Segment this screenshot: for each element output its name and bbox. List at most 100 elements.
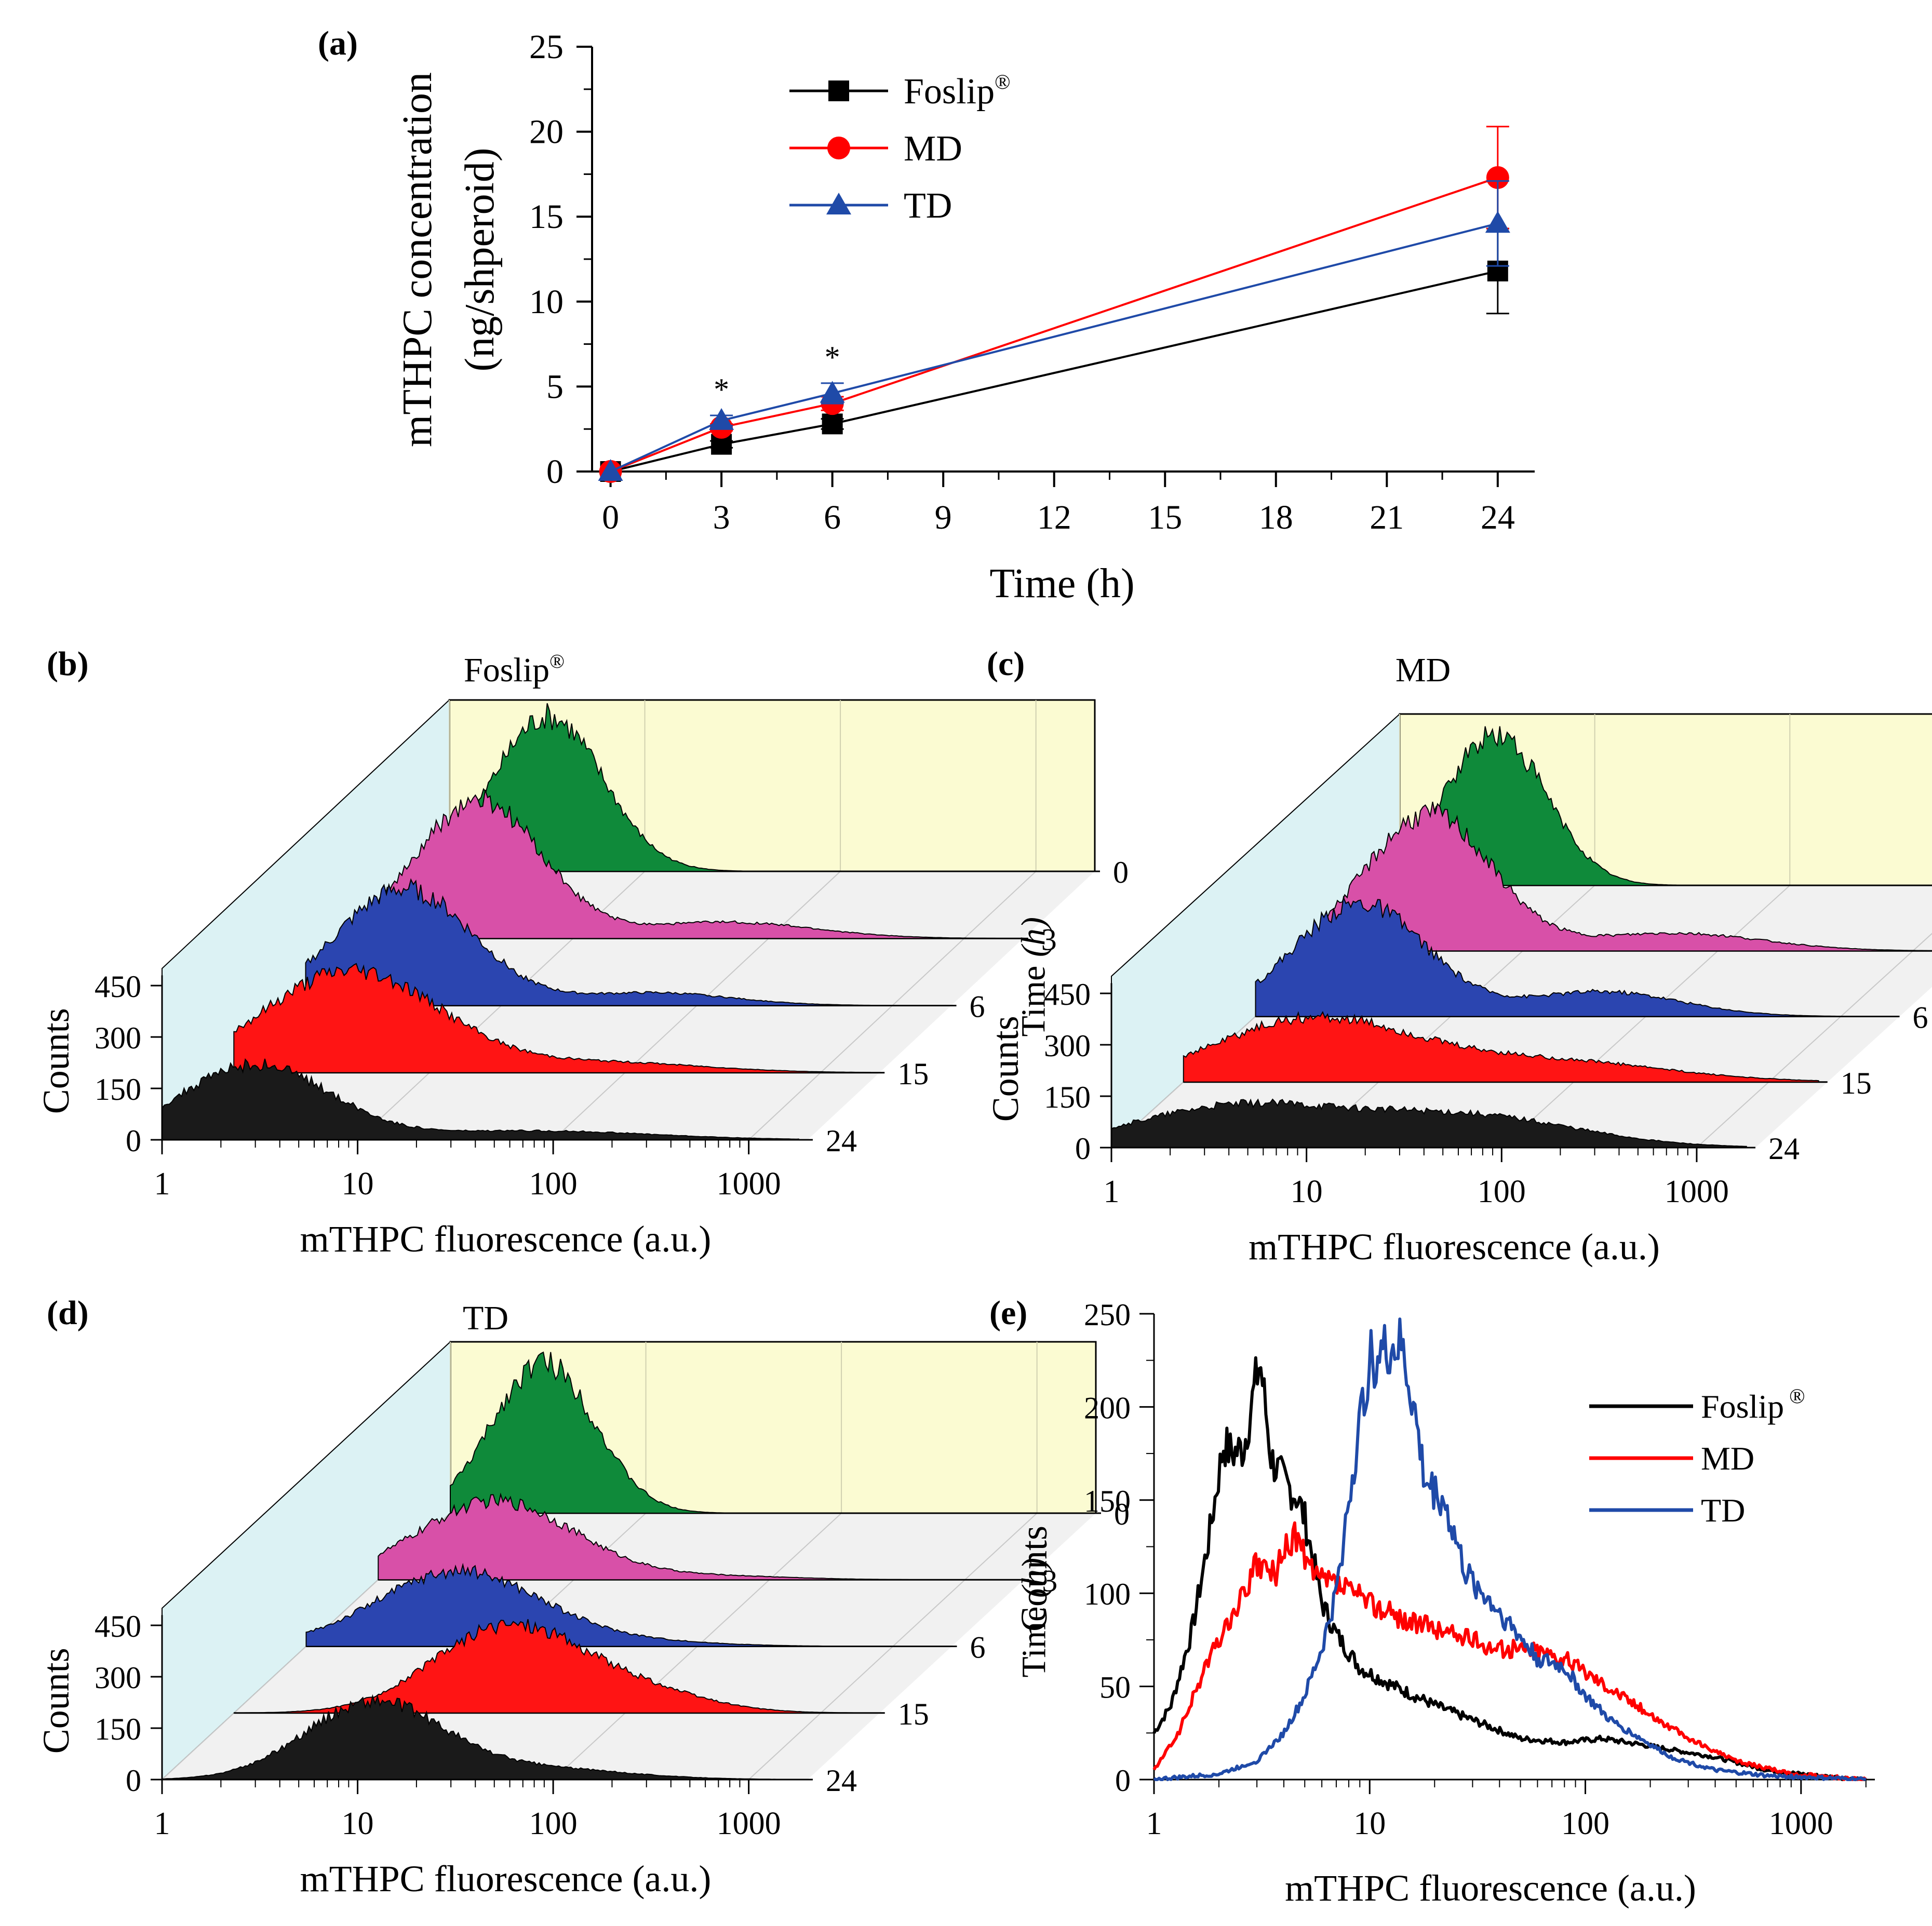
histogram-3h — [1327, 801, 1932, 952]
a-legend-label-MD: MD — [904, 129, 962, 169]
y-tick-label: 300 — [95, 1021, 141, 1055]
e-legend-label-Foslip: Foslip ® — [1701, 1384, 1805, 1425]
e-legend-sup: ® — [1789, 1384, 1805, 1408]
a-legend-marker-TD — [826, 193, 851, 214]
z-tick-label: 24 — [1768, 1132, 1800, 1166]
a-point-TD — [820, 381, 845, 403]
x-tick-label: 10 — [1291, 1174, 1323, 1209]
panel-a-label: (a) — [318, 24, 358, 62]
a-point-TD — [598, 459, 623, 481]
z-axis-unit: (h) — [1015, 917, 1053, 957]
e-x-tick-label: 1000 — [1769, 1806, 1833, 1841]
x-tick-label: 1 — [154, 1166, 170, 1202]
panel-a-chart: 0 3 6 9 12 15 18 21 24 0 5 10 15 20 25 Foslip® MD TD * * — [529, 28, 1535, 536]
panel-c-title: MD — [1396, 651, 1451, 689]
x-tick-label: 10 — [342, 1166, 374, 1202]
histogram-3h — [378, 1492, 1015, 1581]
z-axis-label: Time (h) — [1015, 1558, 1053, 1677]
a-x-tick-label: 12 — [1037, 499, 1071, 536]
x-tick-label: 100 — [529, 1806, 578, 1841]
histogram-24h — [162, 1058, 799, 1140]
z-tick-label: 3 — [1042, 1564, 1057, 1598]
a-x-tick-label: 24 — [1481, 499, 1515, 536]
y-tick-label: 150 — [1044, 1080, 1091, 1114]
a-legend-label-TD: TD — [904, 186, 952, 226]
a-x-tick-label: 6 — [824, 499, 841, 536]
a-x-tick-label: 15 — [1148, 499, 1182, 536]
a-annotation-star: * — [714, 372, 729, 407]
y-tick-label: 450 — [95, 1609, 141, 1644]
x-axis-label: mTHPC fluorescence (a.u.) — [300, 1218, 712, 1260]
z-tick-label: 24 — [826, 1763, 857, 1798]
a-series-line-MD — [610, 177, 1498, 473]
e-y-tick-label: 50 — [1099, 1671, 1131, 1705]
z-tick-label: 6 — [970, 990, 985, 1024]
e-x-tick-label: 1 — [1146, 1806, 1162, 1841]
z-tick-label: 15 — [897, 1057, 929, 1091]
histogram-24h — [162, 1694, 799, 1780]
panel-c-label: (c) — [987, 645, 1025, 683]
y-tick-label: 150 — [95, 1072, 141, 1107]
a-point-TD — [709, 408, 734, 430]
a-y-tick-label: 10 — [529, 283, 564, 321]
a-y-tick-label: 15 — [529, 198, 564, 236]
panel-b-title: Foslip® — [464, 651, 565, 689]
e-y-tick-label: 0 — [1115, 1763, 1131, 1798]
x-tick-label: 100 — [529, 1166, 578, 1202]
z-axis-unit: (h) — [1015, 1558, 1053, 1598]
e-y-tick-label: 250 — [1084, 1298, 1131, 1332]
x-tick-label: 10 — [342, 1806, 374, 1841]
e-legend-label-MD: MD — [1701, 1440, 1754, 1477]
e-x-tick-label: 100 — [1561, 1806, 1609, 1841]
a-point-TD — [1485, 211, 1510, 233]
z-tick-label: 0 — [1114, 1497, 1130, 1531]
a-y-tick-label: 25 — [529, 28, 564, 66]
e-y-tick-label: 100 — [1084, 1577, 1131, 1611]
panel-e-xlabel: mTHPC fluorescence (a.u.) — [1285, 1867, 1696, 1909]
z-tick-label: 15 — [1841, 1066, 1872, 1100]
y-tick-label: 300 — [95, 1661, 141, 1695]
panel-b-label: (b) — [47, 645, 89, 683]
x-tick-label: 1000 — [717, 1166, 781, 1202]
y-tick-label: 150 — [95, 1712, 141, 1746]
panel-c-chart: 0 3 6 15 24 1 10 100 1000 0 150 300 450 Counts mTHPC f… — [985, 712, 1932, 1268]
histogram-0h — [449, 703, 1086, 872]
a-x-tick-label: 21 — [1370, 499, 1404, 536]
y-axis-label: Counts — [35, 1008, 77, 1114]
z-tick-label: 0 — [1113, 855, 1129, 890]
x-axis-label: mTHPC fluorescence (a.u.) — [1249, 1226, 1660, 1268]
y-tick-label: 450 — [95, 969, 141, 1004]
y-axis-label: Counts — [35, 1648, 77, 1754]
panel-e-chart: 1 10 100 1000 0 50 100 150 200 250 Foslip ® MD TD — [1084, 1298, 1875, 1841]
z-axis-label: Time (h) — [1015, 917, 1053, 1036]
x-tick-label: 100 — [1478, 1174, 1526, 1209]
x-axis-label: mTHPC fluorescence (a.u.) — [300, 1858, 712, 1900]
histogram-0h — [450, 1351, 1087, 1514]
histogram-3h — [377, 789, 1015, 939]
y-axis-label: Counts — [985, 1016, 1026, 1122]
z-tick-label: 3 — [1041, 922, 1057, 957]
histogram-0h — [1399, 726, 1932, 886]
z-tick-label: 6 — [1913, 1001, 1928, 1035]
e-series-line-TD — [1153, 1317, 1867, 1781]
a-x-tick-label: 0 — [602, 499, 619, 536]
a-x-tick-label: 18 — [1259, 499, 1293, 536]
panel-a-xlabel: Time (h) — [989, 561, 1134, 607]
x-tick-label: 1000 — [1665, 1174, 1729, 1209]
a-series-line-TD — [610, 222, 1498, 473]
panel-a-ylabel-line2: (ng/shperoid) — [457, 147, 503, 371]
panel-d-label: (d) — [47, 1294, 89, 1332]
histogram-15h — [233, 963, 871, 1073]
a-legend-marker-Foslip — [828, 80, 849, 101]
x-tick-label: 1 — [154, 1806, 170, 1841]
y-tick-label: 0 — [126, 1763, 141, 1798]
panel-e-label: (e) — [989, 1294, 1027, 1332]
x-tick-label: 1 — [1104, 1174, 1120, 1209]
e-y-tick-label: 200 — [1084, 1391, 1131, 1425]
z-tick-label: 15 — [898, 1697, 929, 1731]
histogram-6h — [305, 878, 943, 1006]
a-y-tick-label: 0 — [546, 453, 564, 491]
panel-b-title-sup: ® — [549, 651, 565, 672]
